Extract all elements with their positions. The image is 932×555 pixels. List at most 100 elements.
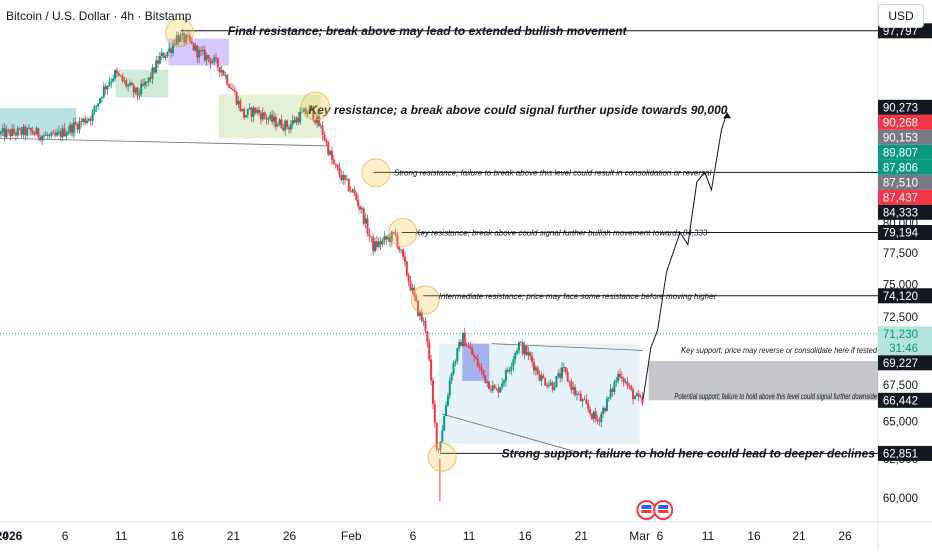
candle [269, 111, 272, 122]
candle [200, 46, 203, 56]
y-tick-label: 77,500 [883, 248, 918, 260]
candle [585, 394, 588, 405]
candle [164, 54, 167, 61]
candle [546, 382, 549, 389]
candle [7, 128, 10, 134]
projection-arrow [723, 112, 732, 119]
candle [100, 96, 103, 103]
candle [65, 130, 68, 141]
candle [48, 133, 51, 139]
candle [368, 228, 371, 242]
candle [454, 359, 457, 367]
candle [342, 171, 345, 185]
candle [330, 146, 333, 165]
candle [506, 366, 509, 373]
candle [201, 46, 204, 56]
y-tick-label: 65,000 [883, 416, 918, 428]
price-badge-label: 90,268 [883, 117, 918, 129]
candle [42, 132, 45, 141]
price-badge-label: 66,442 [883, 395, 918, 407]
candle [562, 362, 565, 373]
candle [385, 235, 388, 246]
price-badge: 62,851 [878, 445, 932, 461]
price-badge-label: 84,333 [883, 207, 918, 219]
candle [478, 362, 481, 372]
candle [568, 379, 571, 388]
candle [24, 124, 27, 141]
price-badge-label: 90,153 [883, 132, 918, 144]
candle [289, 120, 292, 134]
candle [613, 379, 616, 395]
candle [27, 123, 30, 129]
candle [394, 229, 397, 238]
candle [302, 107, 305, 112]
candle [486, 380, 489, 388]
candle [22, 124, 25, 139]
candle [418, 310, 421, 321]
candle [575, 390, 578, 401]
candle [448, 376, 451, 399]
candle [54, 129, 57, 138]
candle [476, 354, 479, 368]
candle [600, 411, 603, 428]
candle [396, 232, 399, 250]
candle [590, 413, 593, 421]
candle [630, 384, 633, 392]
candle [377, 237, 380, 249]
price-badge: 71,230 31:46 [878, 326, 932, 356]
highlight-circle [165, 18, 195, 48]
candle [484, 375, 487, 384]
candle [196, 44, 199, 64]
candle [474, 356, 477, 360]
currency-button[interactable]: USD [878, 4, 924, 28]
highlight-circle [361, 158, 391, 188]
candle [134, 87, 137, 95]
candle [428, 337, 431, 362]
chart-title: Bitcoin / U.S. Dollar · 4h · Bitstamp [6, 9, 192, 23]
candle [203, 45, 206, 63]
candle [446, 392, 449, 407]
candle [295, 116, 298, 126]
candle [136, 86, 139, 101]
projection-path [642, 112, 728, 400]
candle [252, 105, 255, 123]
candle [409, 275, 412, 292]
event-flag [653, 500, 674, 520]
candle [538, 369, 541, 382]
candle [157, 55, 160, 68]
candle [431, 377, 434, 410]
candle [274, 113, 277, 131]
candle [147, 77, 150, 86]
candle [112, 74, 115, 83]
candle [216, 57, 219, 72]
candle [559, 367, 562, 383]
candle [618, 368, 621, 379]
candle [334, 163, 337, 169]
price-badge: 87,437 [878, 189, 932, 205]
candle [123, 76, 126, 85]
candle [11, 123, 14, 137]
candle [504, 367, 507, 387]
candle [224, 71, 227, 80]
candle [20, 126, 23, 138]
price-badge-label: 87,510 [883, 177, 918, 189]
candle [323, 131, 326, 142]
candle [581, 398, 584, 407]
candle [417, 300, 420, 317]
candle [503, 378, 506, 387]
candle [564, 366, 567, 375]
candle [547, 380, 550, 388]
candle [635, 391, 638, 397]
event-flag [636, 500, 657, 520]
candle [443, 413, 446, 432]
candle [319, 123, 322, 129]
candle [119, 75, 122, 77]
candle [145, 81, 148, 88]
highlight-circles [165, 18, 457, 472]
y-tick-label: 67,500 [883, 380, 918, 392]
channel-line [0, 137, 329, 147]
candle [596, 414, 599, 425]
candle [0, 130, 2, 138]
level-label: Final resistance; break above may lead t… [228, 24, 628, 38]
